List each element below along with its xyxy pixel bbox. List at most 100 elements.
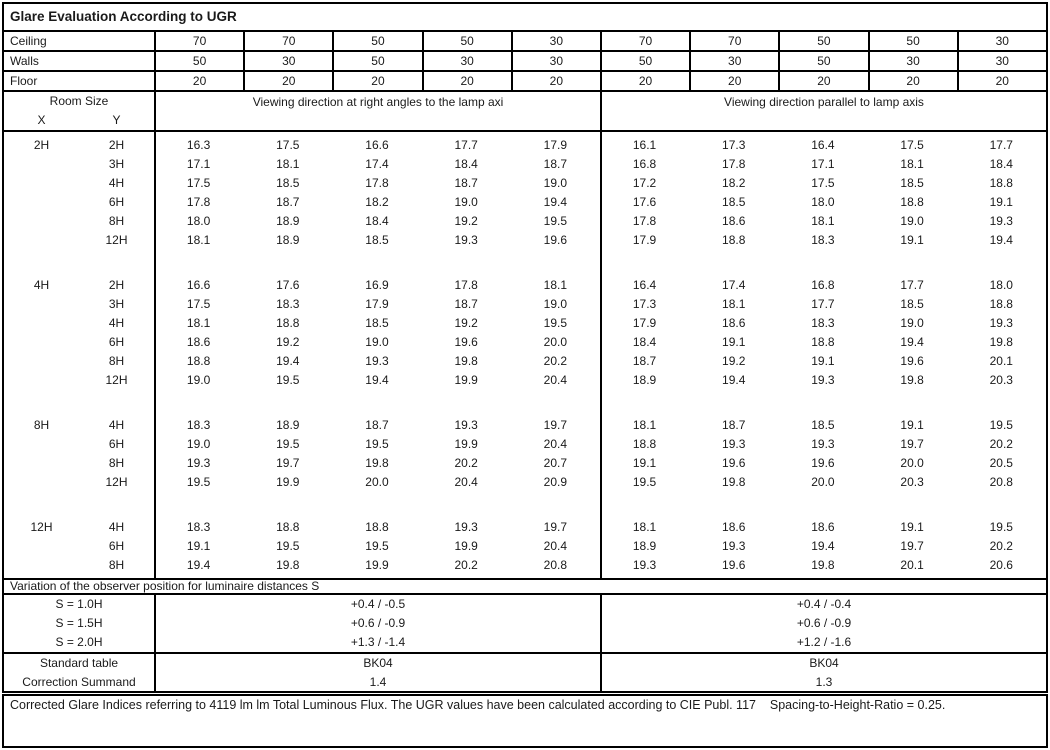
ugr-value-left: 18.5 (276, 176, 300, 190)
ugr-value-left: 17.5 (276, 138, 300, 152)
ugr-value-right: 18.9 (632, 539, 657, 553)
correction-summand-left: 1.4 (154, 672, 600, 691)
ugr-value-right: 20.3 (900, 475, 924, 489)
ceiling-value: 70 (154, 32, 243, 50)
floor-value: 20 (867, 72, 957, 90)
ugr-value-left: 17.1 (186, 157, 211, 171)
ceiling-value: 50 (867, 32, 957, 50)
standard-table-row: Standard table BK04 BK04 (4, 654, 1046, 673)
variation-label: S = 1.0H (55, 597, 103, 611)
ugr-value-left: 18.3 (276, 297, 300, 311)
ugr-value-left: 18.8 (186, 354, 211, 368)
ugr-row: 6H 19.0 19.5 19.5 19.9 20.4 18.8 19.3 19.3 19.7 20… (4, 435, 1046, 454)
ugr-value-left: 19.4 (543, 195, 568, 209)
room-y-value: 4H (108, 520, 125, 534)
ugr-value-left: 18.8 (276, 316, 300, 330)
ugr-value-left: 19.4 (365, 373, 389, 387)
ugr-rows: 2H 2H 16.3 17.5 16.6 17.7 17.9 16.1 17.3 16.4 17.5… (4, 136, 1046, 575)
ugr-value-left: 18.5 (365, 233, 389, 247)
footer-note-box: Corrected Glare Indices referring to 411… (2, 694, 1048, 748)
ugr-row: 3H 17.1 18.1 17.4 18.4 18.7 16.8 17.8 17.1 18.1 18… (4, 155, 1046, 174)
ugr-value-right: 16.4 (632, 278, 657, 292)
ugr-row: 12H 19.5 19.9 20.0 20.4 20.9 19.5 19.8 20.0 20.3 2… (4, 473, 1046, 492)
xy-labels: X Y (4, 111, 154, 130)
ugr-value-right: 19.1 (632, 456, 657, 470)
ugr-value-left: 19.9 (454, 539, 478, 553)
walls-value: 30 (867, 52, 957, 70)
surface-row-walls: Walls 50 30 50 30 30 50 30 50 30 30 (4, 52, 1046, 72)
floor-value: 20 (243, 72, 332, 90)
ugr-value-right: 18.0 (811, 195, 835, 209)
ugr-value-left: 18.7 (365, 418, 389, 432)
ugr-value-right: 20.6 (989, 558, 1013, 572)
walls-value: 30 (243, 52, 332, 70)
ugr-value-right: 19.6 (900, 354, 924, 368)
ugr-value-left: 19.3 (186, 456, 211, 470)
ugr-value-right: 19.8 (989, 335, 1013, 349)
ugr-row: 8H 4H 18.3 18.9 18.7 19.3 19.7 18.1 18.7 18.5 19.1… (4, 416, 1046, 435)
ugr-value-left: 19.0 (543, 176, 568, 190)
floor-value: 20 (421, 72, 511, 90)
room-x-value (4, 295, 79, 314)
floor-label: Floor (10, 74, 38, 88)
y-axis-label: Y (112, 113, 121, 127)
ugr-value-left: 19.8 (365, 456, 389, 470)
room-y-value: 8H (108, 558, 125, 572)
ugr-value-right: 18.1 (632, 418, 657, 432)
room-y-value: 6H (108, 539, 125, 553)
ugr-value-right: 19.6 (811, 456, 835, 470)
ugr-value-left: 19.9 (365, 558, 389, 572)
standard-table-label: Standard table (39, 656, 119, 670)
ugr-value-right: 18.7 (722, 418, 746, 432)
ugr-row: 4H 18.1 18.8 18.5 19.2 19.5 17.9 18.6 18.3 19.0 19… (4, 314, 1046, 333)
ugr-value-right: 17.5 (900, 138, 924, 152)
ugr-value-right: 17.5 (811, 176, 835, 190)
floor-value: 20 (510, 72, 600, 90)
ugr-row: 8H 18.8 19.4 19.3 19.8 20.2 18.7 19.2 19.1 19.6 20… (4, 352, 1046, 371)
ugr-row: 4H 17.5 18.5 17.8 18.7 19.0 17.2 18.2 17.5 18.5 18… (4, 174, 1046, 193)
room-x-value: 4H (33, 278, 50, 292)
ugr-value-right: 18.1 (722, 297, 746, 311)
ugr-value-right: 17.7 (989, 138, 1013, 152)
ugr-value-right: 19.8 (900, 373, 924, 387)
ugr-value-left: 19.7 (543, 418, 568, 432)
ugr-value-right: 16.4 (811, 138, 835, 152)
column-divider (154, 132, 156, 578)
ugr-value-right: 19.3 (632, 558, 657, 572)
room-y-value: 6H (108, 437, 125, 451)
ugr-value-left: 19.3 (454, 233, 478, 247)
ugr-value-left: 18.1 (186, 233, 211, 247)
ugr-value-left: 18.7 (454, 297, 478, 311)
ugr-value-left: 17.9 (365, 297, 389, 311)
ugr-values-region: 2H 2H 16.3 17.5 16.6 17.7 17.9 16.1 17.3 16.4 17.5… (4, 132, 1046, 580)
ugr-value-left: 19.5 (276, 437, 300, 451)
ugr-value-left: 19.6 (454, 335, 478, 349)
room-x-value (4, 212, 79, 231)
room-y-value: 4H (108, 418, 125, 432)
ceiling-value: 50 (778, 32, 867, 50)
walls-value: 30 (689, 52, 778, 70)
ceiling-value: 70 (689, 32, 778, 50)
ugr-value-left: 18.9 (276, 233, 300, 247)
ugr-value-left: 18.0 (186, 214, 211, 228)
ugr-value-right: 19.0 (900, 316, 924, 330)
ugr-value-left: 20.0 (543, 335, 568, 349)
ugr-value-left: 20.9 (543, 475, 568, 489)
ugr-value-left: 19.4 (276, 354, 300, 368)
standard-table-left: BK04 (154, 654, 600, 673)
ugr-value-right: 20.2 (989, 437, 1013, 451)
ugr-value-right: 19.2 (722, 354, 746, 368)
ugr-value-left: 19.0 (454, 195, 478, 209)
ugr-value-left: 19.4 (186, 558, 211, 572)
room-y-value: 6H (108, 195, 125, 209)
ugr-value-right: 19.4 (722, 373, 746, 387)
ugr-value-right: 19.1 (722, 335, 746, 349)
room-x-value (4, 193, 79, 212)
ugr-value-right: 19.3 (722, 437, 746, 451)
ugr-row: 3H 17.5 18.3 17.9 18.7 19.0 17.3 18.1 17.7 18.5 18… (4, 295, 1046, 314)
room-y-value: 12H (105, 373, 128, 387)
ugr-value-right: 17.2 (632, 176, 657, 190)
ugr-value-right: 18.8 (811, 335, 835, 349)
ugr-value-left: 18.1 (276, 157, 300, 171)
ugr-value-left: 18.3 (186, 520, 211, 534)
